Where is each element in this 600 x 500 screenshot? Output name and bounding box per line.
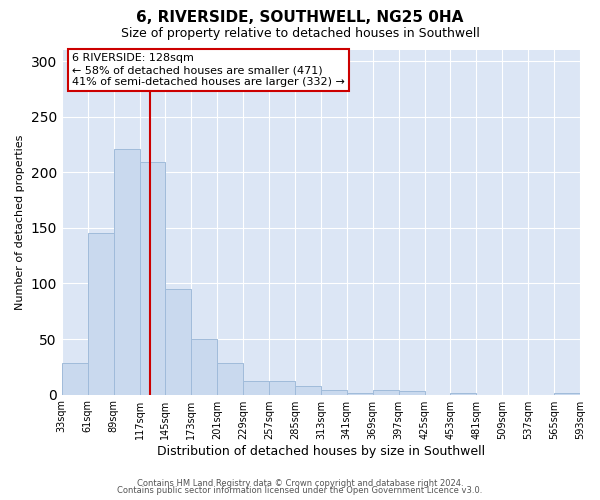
Bar <box>373 390 398 394</box>
Text: Contains public sector information licensed under the Open Government Licence v3: Contains public sector information licen… <box>118 486 482 495</box>
Bar <box>243 381 269 394</box>
Text: Contains HM Land Registry data © Crown copyright and database right 2024.: Contains HM Land Registry data © Crown c… <box>137 478 463 488</box>
Bar <box>88 234 113 394</box>
Text: 6, RIVERSIDE, SOUTHWELL, NG25 0HA: 6, RIVERSIDE, SOUTHWELL, NG25 0HA <box>136 10 464 25</box>
Bar <box>140 162 166 394</box>
X-axis label: Distribution of detached houses by size in Southwell: Distribution of detached houses by size … <box>157 444 485 458</box>
Bar <box>62 364 88 394</box>
Text: 6 RIVERSIDE: 128sqm
← 58% of detached houses are smaller (471)
41% of semi-detac: 6 RIVERSIDE: 128sqm ← 58% of detached ho… <box>72 54 345 86</box>
Bar <box>191 339 217 394</box>
Bar <box>398 391 425 394</box>
Bar <box>217 364 243 394</box>
Bar <box>166 289 191 395</box>
Bar <box>269 381 295 394</box>
Y-axis label: Number of detached properties: Number of detached properties <box>15 134 25 310</box>
Bar <box>113 149 140 394</box>
Text: Size of property relative to detached houses in Southwell: Size of property relative to detached ho… <box>121 28 479 40</box>
Bar <box>295 386 321 394</box>
Bar <box>321 390 347 394</box>
